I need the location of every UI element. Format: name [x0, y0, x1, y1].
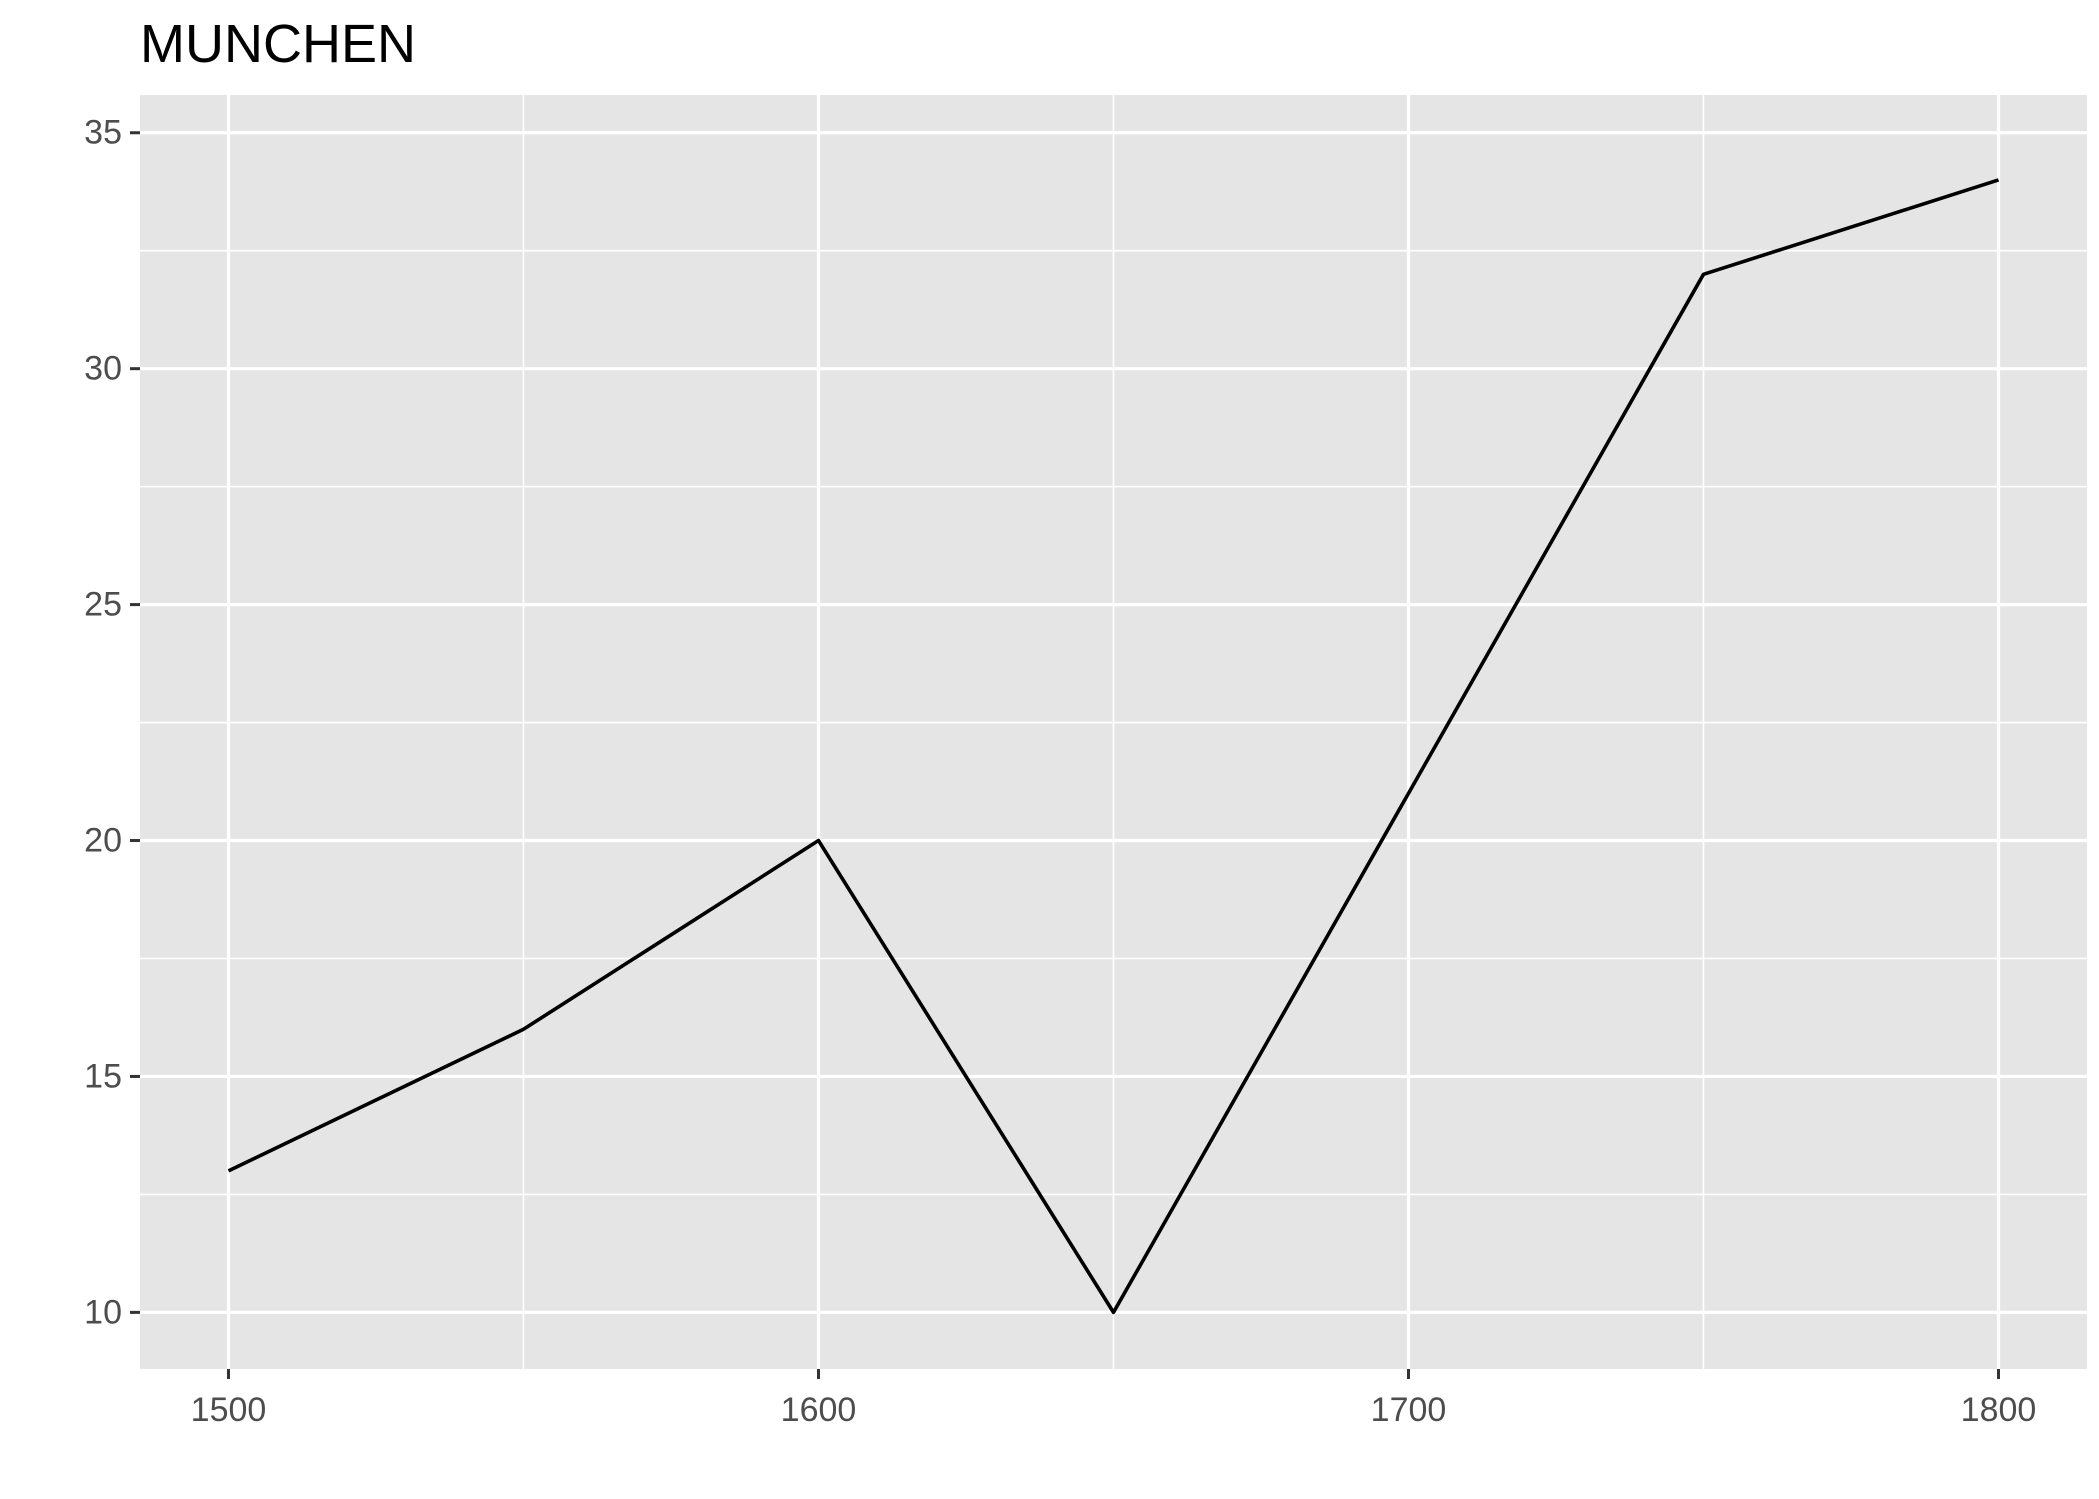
- series-layer: [227, 178, 2000, 1315]
- series-line: [227, 178, 2000, 1315]
- y-tick-label: 10: [84, 1293, 122, 1331]
- y-tick-label: 20: [84, 822, 122, 860]
- x-tick-label: 1800: [1961, 1391, 2037, 1429]
- y-tick-label: 25: [84, 586, 122, 624]
- x-axis: 1500 1600 1700 1800: [191, 1369, 2037, 1429]
- y-tick-label: 35: [84, 114, 122, 152]
- x-tick-label: 1700: [1371, 1391, 1447, 1429]
- chart-title: MUNCHEN: [140, 14, 416, 74]
- y-tick-label: 15: [84, 1057, 122, 1095]
- y-tick-label: 30: [84, 350, 122, 388]
- grid-major: [140, 95, 2087, 1369]
- x-tick-label: 1500: [191, 1391, 267, 1429]
- y-axis: 10 15 20 25 30 35: [84, 114, 140, 1331]
- grid-minor: [140, 95, 2087, 1369]
- x-tick-label: 1600: [781, 1391, 857, 1429]
